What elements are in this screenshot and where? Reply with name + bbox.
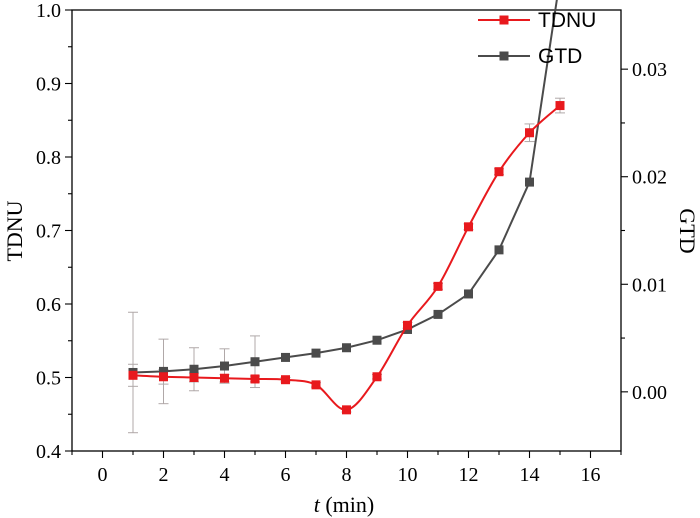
tdnu-data-point [220, 373, 229, 383]
legend: TDNU GTD [478, 9, 596, 68]
y-left-tick-label: 1.0 [36, 0, 61, 22]
gtd-data-point [159, 366, 168, 376]
gtd-data-point [372, 335, 382, 345]
x-tick-label: 4 [220, 464, 230, 486]
gtd-data-point [494, 245, 504, 255]
x-axis-title: t (min) [314, 492, 375, 517]
gtd-data-point [281, 352, 290, 362]
gtd-data-point [250, 357, 260, 367]
tdnu-data-point [342, 405, 351, 415]
y-right-tick-label: 0.02 [632, 167, 667, 189]
tdnu-data-point [311, 380, 321, 390]
gtd-data-point [189, 364, 199, 374]
gtd-data-point [220, 361, 229, 371]
tdnu-data-point [159, 372, 168, 382]
tdnu-data-point [464, 222, 473, 232]
x-tick-label: 0 [98, 464, 108, 486]
x-tick-label: 8 [342, 464, 352, 486]
x-tick-label: 6 [281, 464, 291, 486]
error-bars-layer [128, 97, 565, 434]
legend-marker-tdnu [499, 15, 509, 25]
x-tick-label: 16 [581, 464, 601, 486]
plot-frame [71, 9, 622, 452]
gtd-data-point [464, 289, 473, 299]
tdnu-data-point [189, 373, 199, 382]
tdnu-data-point [128, 370, 138, 380]
tdnu-data-point [433, 281, 443, 291]
legend-label-tdnu: TDNU [538, 9, 596, 32]
tdnu-data-point [555, 101, 565, 111]
tdnu-data-point [250, 374, 260, 384]
gtd-data-point [525, 177, 534, 187]
y-axis-left-title: TDNU [2, 200, 27, 261]
y-left-tick-label: 0.7 [36, 221, 61, 243]
series-layer [128, 0, 565, 415]
y-left-tick-label: 0.6 [36, 294, 61, 316]
gtd-data-point [311, 348, 321, 358]
legend-label-gtd: GTD [538, 45, 582, 68]
tdnu-data-point [281, 375, 290, 385]
legend-marker-gtd [499, 51, 509, 61]
y-left-tick-label: 0.9 [36, 74, 61, 96]
tdnu-data-point [403, 320, 412, 330]
tdnu-series-line [132, 104, 561, 411]
x-tick-label: 2 [159, 464, 169, 486]
tdnu-data-point [525, 128, 534, 138]
x-tick-label: 14 [520, 464, 540, 486]
tdnu-data-point [372, 372, 382, 382]
y-left-tick-label: 0.5 [36, 368, 61, 390]
y-right-tick-label: 0.01 [632, 274, 667, 296]
axes-layer [65, 9, 628, 458]
y-right-tick-label: 0.00 [632, 382, 667, 404]
y-left-tick-label: 0.4 [36, 441, 61, 463]
y-right-tick-label: 0.03 [632, 59, 667, 81]
x-axis-title-unit: (min) [320, 492, 374, 517]
gtd-data-point [342, 343, 351, 353]
gtd-data-point [433, 309, 443, 319]
tdnu-data-point [494, 167, 504, 177]
x-axis-title-variable: t [314, 492, 321, 517]
x-tick-label: 12 [459, 464, 479, 486]
y-axis-right-title: GTD [675, 208, 700, 253]
x-tick-label: 10 [398, 464, 418, 486]
y-left-tick-label: 0.8 [36, 147, 61, 169]
